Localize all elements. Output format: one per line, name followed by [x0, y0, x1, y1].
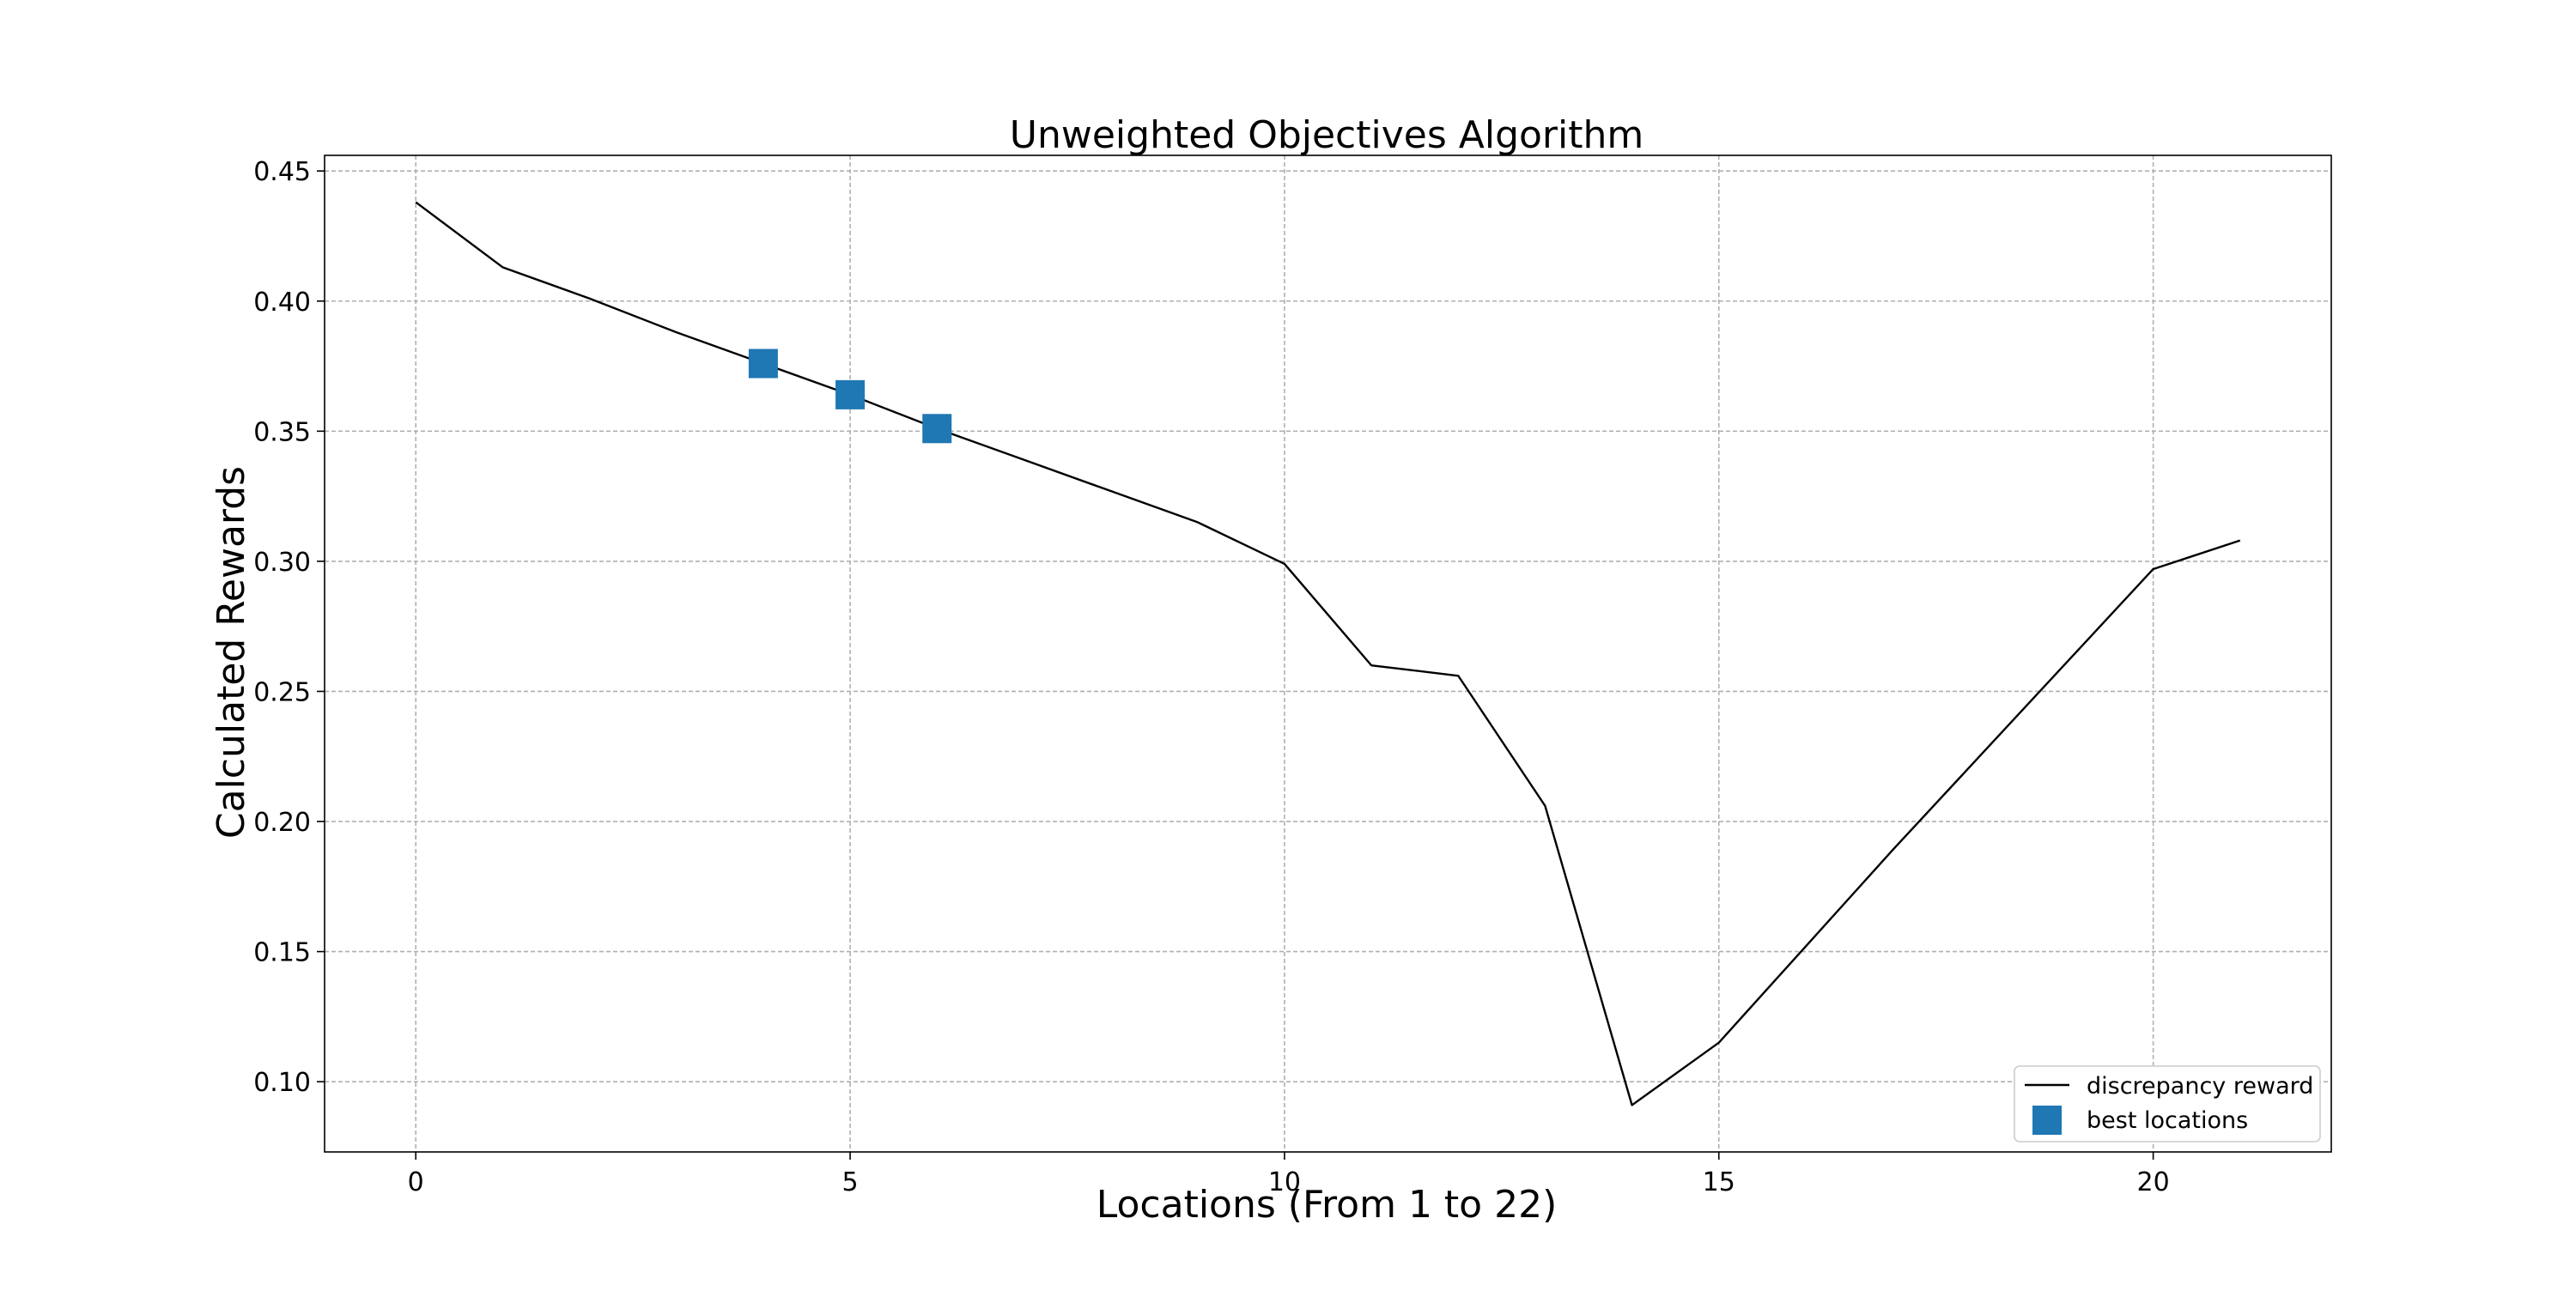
plot-area-frame	[324, 155, 2332, 1153]
y-tick-label: 0.10	[253, 1068, 311, 1098]
best-location-marker	[835, 379, 866, 409]
y-axis-label: Calculated Rewards	[210, 466, 253, 839]
y-tick-label: 0.40	[253, 288, 311, 318]
grid-layer	[325, 155, 2331, 1152]
x-tick-label: 5	[842, 1167, 859, 1197]
x-tick-label: 15	[1703, 1167, 1735, 1197]
x-tick-label: 10	[1268, 1167, 1301, 1197]
best-location-marker	[748, 349, 778, 379]
marker-layer	[748, 349, 952, 444]
y-tick-label: 0.35	[253, 417, 311, 447]
tick-layer: 0 5 10 15 20 0.10 0.15 0.20 0.25 0.30 0.35 0.40 0.45	[253, 157, 2169, 1197]
legend-label-best-locations: best locations	[2087, 1107, 2248, 1134]
y-tick-label: 0.15	[253, 938, 311, 968]
x-tick-label: 20	[2137, 1167, 2170, 1197]
y-tick-label: 0.45	[253, 157, 311, 187]
chart-title: Unweighted Objectives Algorithm	[1010, 113, 1643, 157]
best-location-marker	[922, 414, 952, 444]
x-axis-label: Locations (From 1 to 22)	[1097, 1183, 1557, 1227]
legend-box	[2014, 1065, 2321, 1143]
x-tick-label: 0	[408, 1167, 424, 1197]
discrepancy-reward-line	[415, 201, 2241, 1106]
series-layer	[415, 201, 2241, 1106]
y-tick-label: 0.25	[253, 677, 311, 707]
legend: discrepancy reward best locations	[2014, 1065, 2321, 1143]
legend-label-discrepancy-reward: discrepancy reward	[2087, 1073, 2313, 1100]
y-tick-label: 0.20	[253, 808, 311, 838]
y-tick-label: 0.30	[253, 548, 311, 578]
legend-marker-swatch	[2032, 1106, 2062, 1135]
